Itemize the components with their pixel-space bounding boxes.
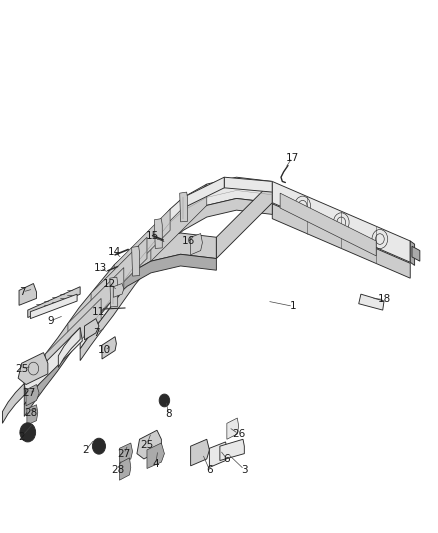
Text: 1: 1	[290, 301, 297, 311]
Polygon shape	[120, 443, 133, 464]
Text: 10: 10	[98, 345, 111, 356]
Polygon shape	[224, 177, 272, 192]
Text: 7: 7	[19, 287, 26, 297]
Polygon shape	[183, 177, 224, 208]
Polygon shape	[18, 353, 48, 384]
Text: 25: 25	[15, 364, 28, 374]
Polygon shape	[68, 268, 124, 345]
Text: 27: 27	[117, 449, 131, 458]
Polygon shape	[412, 246, 420, 261]
Polygon shape	[30, 294, 77, 319]
Polygon shape	[80, 198, 272, 361]
Text: 3: 3	[241, 465, 247, 474]
Circle shape	[92, 438, 106, 454]
Polygon shape	[272, 204, 410, 278]
Text: 14: 14	[108, 247, 121, 256]
Circle shape	[20, 423, 35, 442]
Polygon shape	[191, 233, 202, 255]
Polygon shape	[410, 241, 415, 265]
Text: 26: 26	[232, 429, 245, 439]
Polygon shape	[24, 254, 216, 416]
Text: 16: 16	[182, 236, 195, 246]
Text: 11: 11	[92, 306, 106, 317]
Polygon shape	[359, 294, 384, 310]
Polygon shape	[120, 458, 131, 480]
Polygon shape	[58, 328, 80, 368]
Polygon shape	[26, 384, 39, 406]
Polygon shape	[110, 277, 118, 307]
Polygon shape	[132, 246, 140, 276]
Text: 9: 9	[48, 316, 54, 326]
Polygon shape	[280, 193, 376, 256]
Polygon shape	[227, 418, 239, 439]
Text: 27: 27	[22, 388, 36, 398]
Polygon shape	[3, 383, 24, 423]
Polygon shape	[102, 337, 117, 359]
Polygon shape	[154, 219, 162, 248]
Polygon shape	[24, 328, 82, 397]
Polygon shape	[80, 177, 272, 349]
Text: 28: 28	[111, 465, 124, 474]
Text: 15: 15	[146, 231, 159, 241]
Polygon shape	[24, 233, 216, 405]
Circle shape	[159, 394, 170, 407]
Polygon shape	[28, 287, 80, 318]
Polygon shape	[216, 181, 272, 259]
Text: 6: 6	[223, 454, 230, 464]
Polygon shape	[220, 439, 244, 461]
Text: 4: 4	[152, 459, 159, 469]
Polygon shape	[114, 209, 170, 286]
Text: 2: 2	[82, 445, 89, 455]
Text: 12: 12	[102, 279, 116, 288]
Text: 6: 6	[206, 465, 213, 474]
Text: 17: 17	[286, 152, 299, 163]
Polygon shape	[113, 284, 124, 297]
Polygon shape	[180, 192, 187, 222]
Text: 13: 13	[94, 263, 107, 272]
Polygon shape	[137, 430, 161, 459]
Text: 7: 7	[93, 328, 100, 338]
Polygon shape	[191, 439, 209, 466]
Polygon shape	[147, 443, 164, 469]
Polygon shape	[19, 284, 36, 305]
Polygon shape	[91, 237, 147, 314]
Polygon shape	[151, 184, 207, 261]
Polygon shape	[27, 405, 38, 425]
Circle shape	[24, 428, 31, 437]
Polygon shape	[272, 181, 410, 262]
Text: 18: 18	[378, 294, 392, 304]
Circle shape	[96, 443, 102, 449]
Polygon shape	[209, 442, 228, 467]
Text: 2: 2	[18, 432, 25, 442]
Polygon shape	[85, 319, 99, 340]
Text: 25: 25	[140, 440, 154, 450]
Text: 28: 28	[24, 408, 37, 418]
Text: 8: 8	[166, 409, 172, 419]
Polygon shape	[45, 298, 101, 375]
